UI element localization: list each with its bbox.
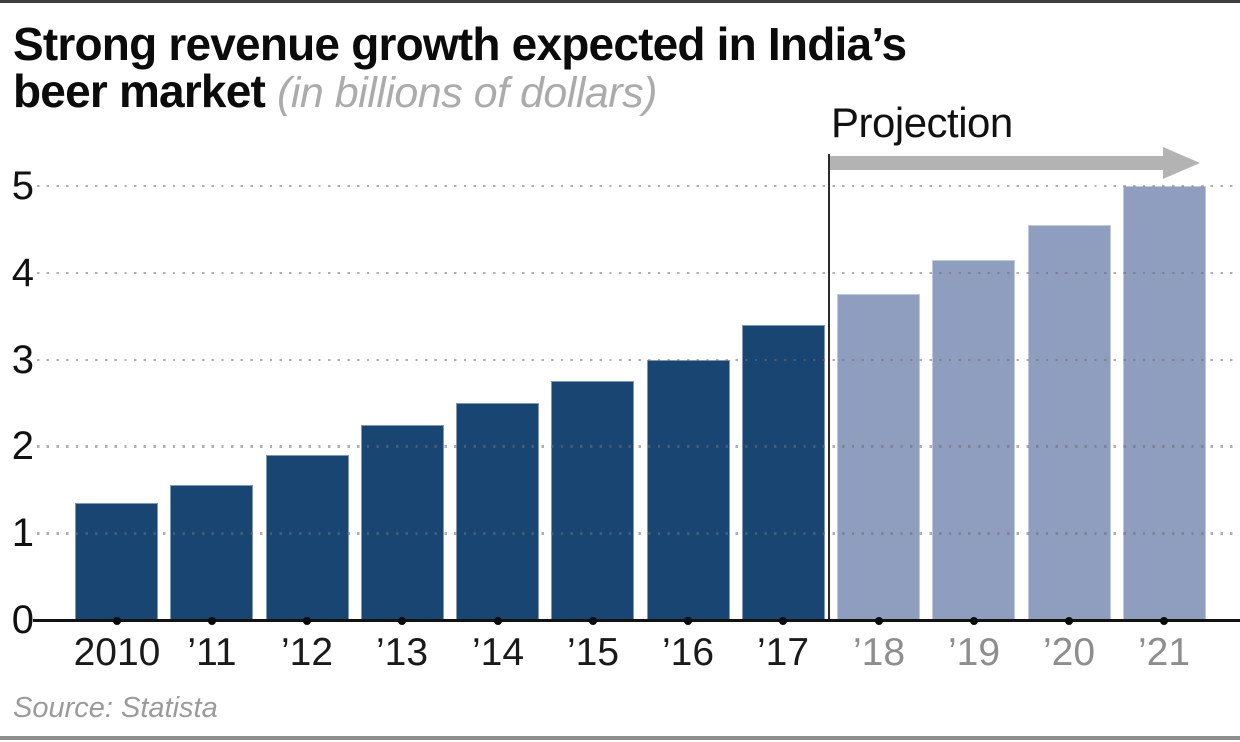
x-axis-tick-dot	[970, 617, 978, 625]
x-axis-tick-dot	[875, 617, 883, 625]
projection-bar-18	[837, 294, 920, 620]
y-tick-label-3: 3	[11, 337, 34, 382]
bar-2010	[75, 503, 158, 620]
x-axis-tick-dot	[1065, 617, 1073, 625]
x-tick-label-2010: 2010	[73, 631, 161, 674]
x-tick-label-14: ’14	[471, 631, 525, 674]
projection-arrow-head-icon	[1163, 147, 1200, 179]
projection-divider-line	[828, 154, 830, 621]
top-border	[0, 0, 1240, 3]
title-line-2-bold: beer market	[13, 65, 266, 117]
gridline-y3	[37, 358, 1240, 361]
bar-11	[170, 485, 253, 620]
bar-13	[361, 425, 444, 620]
chart-title: Strong revenue growth expected in India’…	[13, 18, 907, 117]
y-tick-label-1: 1	[11, 511, 34, 556]
x-axis-tick-dot	[779, 617, 787, 625]
x-tick-label-15: ’15	[566, 631, 620, 674]
bar-12	[266, 455, 349, 620]
y-tick-label-4: 4	[11, 250, 34, 295]
x-axis-tick-dot	[684, 617, 692, 625]
x-tick-label-11: ’11	[187, 631, 237, 674]
bottom-border	[0, 736, 1240, 740]
x-tick-label-16: ’16	[661, 631, 715, 674]
bar-17	[742, 325, 825, 620]
bar-14	[456, 403, 539, 620]
projection-label: Projection	[831, 99, 1013, 146]
x-axis-line	[33, 619, 1240, 622]
bar-16	[647, 360, 730, 620]
gridline-y1	[37, 532, 1240, 535]
title-unit-note: (in billions of dollars)	[277, 69, 657, 117]
x-tick-label-20: ’20	[1042, 631, 1096, 674]
x-tick-label-21: ’21	[1137, 631, 1191, 674]
x-tick-label-13: ’13	[375, 631, 429, 674]
gridline-y2	[37, 445, 1240, 448]
y-tick-label-2: 2	[11, 424, 34, 469]
x-tick-label-18: ’18	[852, 631, 906, 674]
projection-bar-21	[1123, 186, 1206, 620]
x-axis-tick-dot	[303, 617, 311, 625]
projection-bar-19	[932, 260, 1015, 620]
title-line-1: Strong revenue growth expected in India’…	[13, 18, 907, 70]
bar-15	[551, 381, 634, 620]
x-axis-tick-dot	[494, 617, 502, 625]
x-axis-tick-dot	[208, 617, 216, 625]
x-axis-tick-dot	[113, 617, 121, 625]
source-caption: Source: Statista	[13, 692, 218, 724]
x-tick-label-19: ’19	[947, 631, 1001, 674]
projection-bar-20	[1028, 225, 1111, 620]
y-tick-label-0: 0	[11, 598, 34, 642]
y-tick-label-5: 5	[11, 164, 34, 208]
gridline-y4	[37, 271, 1240, 275]
x-axis-tick-dot	[1160, 617, 1168, 625]
x-tick-label-17: ’17	[756, 631, 810, 674]
x-axis-tick-dot	[589, 617, 597, 625]
gridline-y5	[37, 185, 1240, 188]
x-tick-label-12: ’12	[280, 631, 334, 674]
projection-arrow-icon	[830, 156, 1163, 170]
x-axis-tick-dot	[398, 617, 406, 625]
